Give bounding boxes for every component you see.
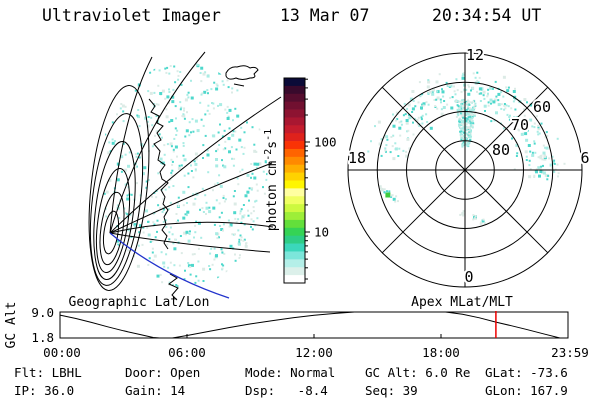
page-title: Ultraviolet Imager: [42, 6, 221, 25]
colorbar-tick-label: 100: [314, 135, 337, 150]
colorbar-ticks: 100 10: [305, 78, 337, 280]
status-field-dsp: Dsp: -8.4: [245, 383, 328, 398]
geo-panel-caption: Geographic Lat/Lon: [69, 295, 210, 310]
mlt-label-6: 6: [580, 149, 589, 167]
coastline-fragment: [168, 273, 179, 301]
gc-alt-x-tick-label: 12:00: [295, 345, 333, 360]
gc-alt-tick-top: 9.0: [31, 305, 54, 320]
status-field-glat: GLat: -73.6: [485, 365, 568, 380]
colorbar: 100 10 photon cm-2s-1: [263, 77, 337, 284]
antarctica-coastline: [148, 98, 169, 250]
mlat-ring-label-60: 60: [533, 98, 551, 116]
status-field-ip: IP: 36.0: [14, 383, 74, 398]
status-field-glon: GLon: 167.9: [485, 383, 568, 398]
geographic-graticule: [88, 51, 282, 291]
gc-alt-time-ticks: 00:00 06:00 12:00 18:00 23:59: [43, 334, 589, 360]
island-coastline: [225, 65, 259, 87]
polar-panel-caption: Apex MLat/MLT: [411, 295, 513, 310]
status-field-door: Door: Open: [125, 365, 200, 380]
gc-alt-strip-chart: GC Alt 9.0 1.8 00:00 06:00 12:00 18:00 23:59: [4, 302, 589, 360]
gc-alt-x-tick-label: 23:59: [551, 345, 589, 360]
uv-emission-speckle-geo: [103, 62, 268, 288]
gc-alt-tick-bottom: 1.8: [31, 330, 54, 345]
colorbar-blocks: [284, 78, 305, 284]
gc-alt-x-tick-label: 00:00: [43, 345, 81, 360]
polar-grid: [347, 52, 583, 288]
status-bar: Flt: LBHL Door: Open Mode: Normal GC Alt: 6…: [14, 365, 568, 398]
mlat-ring-label-70: 70: [511, 116, 529, 134]
geographic-image-panel: [88, 51, 282, 301]
status-field-flt: Flt: LBHL: [14, 365, 82, 380]
gc-alt-axis-label: GC Alt: [4, 302, 19, 349]
gc-alt-x-tick-label: 06:00: [168, 345, 206, 360]
status-field-gc-alt: GC Alt: 6.0 Re: [365, 365, 470, 380]
mlt-label-18: 18: [348, 149, 366, 167]
mlt-label-0: 0: [464, 268, 473, 286]
gc-alt-x-tick-label: 18:00: [422, 345, 460, 360]
time-label: 20:34:54 UT: [432, 6, 541, 25]
colorbar-axis-label: photon cm-2s-1: [263, 129, 280, 231]
gc-alt-orbit-curve: [59, 311, 568, 339]
polar-mlat-mlt-panel: 12 18 6 0 80 70 60: [346, 44, 592, 288]
status-field-seq: Seq: 39: [365, 383, 418, 398]
date-label: 13 Mar 07: [280, 6, 369, 25]
status-field-gain: Gain: 14: [125, 383, 185, 398]
uv-emission-speckle-polar: [367, 71, 566, 225]
title-bar: Ultraviolet Imager 13 Mar 07 20:34:54 UT: [42, 6, 541, 25]
mlat-ring-label-80: 80: [492, 141, 510, 159]
mlt-label-12: 12: [466, 46, 484, 64]
colorbar-frame: [283, 77, 306, 284]
polar-labels: 12 18 6 0 80 70 60: [346, 44, 592, 288]
status-field-mode: Mode: Normal: [245, 365, 335, 380]
terminator-line: [109, 232, 230, 299]
colorbar-tick-label: 10: [314, 225, 329, 240]
